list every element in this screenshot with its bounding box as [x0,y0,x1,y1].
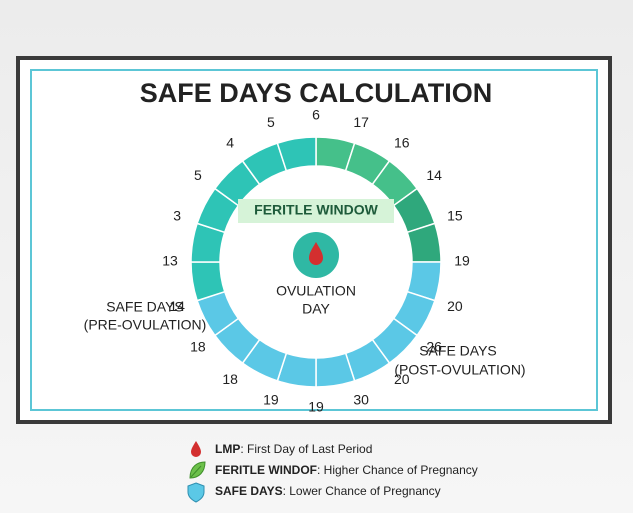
legend-text: : First Day of Last Period [240,442,372,456]
legend: LMP: First Day of Last Period FERITLE WIN… [215,442,478,498]
ring-label: 30 [353,392,369,408]
ring-label: 4 [226,135,234,151]
ring-label: 17 [353,114,369,130]
legend-term: FERITLE WINDOF [215,463,317,477]
center-line1: OVULATION [276,283,356,299]
ring-label: 6 [312,107,320,123]
legend-item: LMP: First Day of Last Period [215,442,372,456]
fertile-window-label: FERITLE WINDOW [254,202,378,218]
title: SAFE DAYS CALCULATION [140,78,493,108]
drop-icon [309,242,323,265]
ring-label: 16 [394,135,410,151]
ring-label: 13 [162,253,178,269]
legend-text: : Higher Chance of Pregnancy [317,463,478,477]
legend-item: FERITLE WINDOF: Higher Chance of Pregnan… [215,463,478,477]
ring-label: 20 [447,298,463,314]
pre-subtitle: (PRE-OVULATION) [84,317,207,333]
legend-shield-icon [187,482,205,503]
cycle-ring: 6 17 16 14 15 19 20 26 20 30 19 19 18 18 14 13 3 5 4 5 [162,107,470,415]
ring-label: 5 [194,167,202,183]
ring-label: 19 [263,392,279,408]
ring-label: 15 [447,208,463,224]
board-inner-border [30,69,598,411]
center-line2: DAY [302,301,330,317]
legend-text: : Lower Chance of Pregnancy [283,484,441,498]
legend-term: LMP [215,442,240,456]
ring-label: 14 [169,298,185,314]
ring-label: 18 [190,339,206,355]
ring-label: 3 [173,208,181,224]
legend-leaf-icon [189,461,206,479]
post-title: SAFE DAYS [419,343,497,359]
ring-segment [276,136,317,172]
ring-label: 26 [426,339,442,355]
legend-drop-icon [191,441,201,457]
ring-label: 14 [426,167,442,183]
ring-label: 19 [454,253,470,269]
legend-term: SAFE DAYS [215,484,283,498]
ring-label: 19 [308,399,324,415]
ring-label: 18 [222,371,238,387]
fertile-band [238,199,394,223]
pre-title: SAFE DAYS [106,299,184,315]
ring-label: 20 [394,371,410,387]
post-subtitle: (POST-OVULATION) [394,362,525,378]
ring-label: 5 [267,114,275,130]
legend-item: SAFE DAYS: Lower Chance of Pregnancy [215,484,441,498]
